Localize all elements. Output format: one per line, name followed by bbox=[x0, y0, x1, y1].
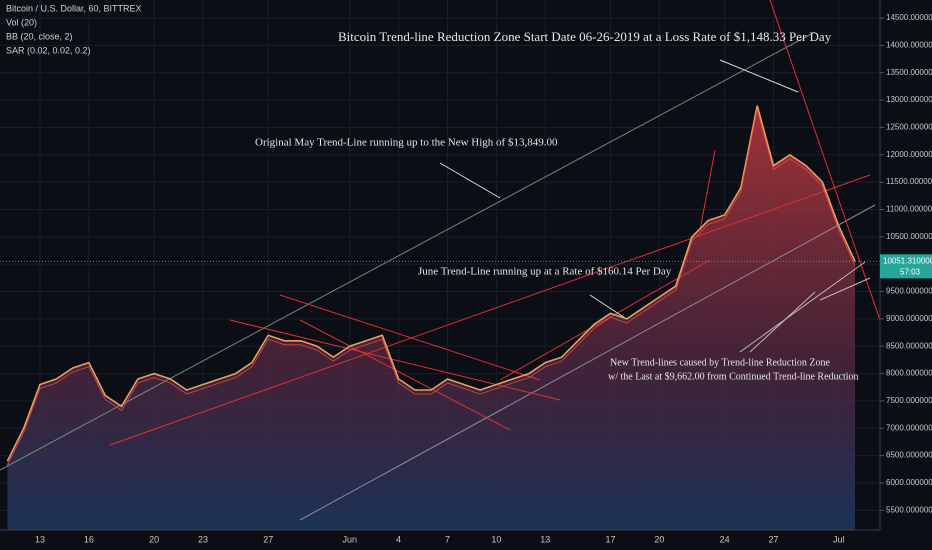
trend-line bbox=[0, 31, 816, 471]
y-tick-label: 7000.00000000 bbox=[886, 423, 932, 432]
y-tick-label: 13500.00000000 bbox=[886, 68, 932, 77]
x-tick-label: 16 bbox=[84, 534, 94, 544]
x-tick-label: 23 bbox=[198, 534, 208, 544]
annotation: New Trend-lines caused by Trend-line Red… bbox=[610, 357, 831, 368]
price-area bbox=[7, 105, 855, 530]
trend-line bbox=[279, 294, 541, 381]
y-tick-label: 10500.00000000 bbox=[886, 232, 932, 241]
y-tick-label: 14000.00000000 bbox=[886, 41, 932, 50]
indicator-legend: Vol (20) bbox=[6, 17, 37, 27]
y-tick-label: 8000.00000000 bbox=[886, 369, 932, 378]
arrow bbox=[819, 277, 871, 301]
indicator-legend: SAR (0.02, 0.02, 0.2) bbox=[6, 45, 91, 55]
arrow bbox=[739, 261, 866, 353]
symbol-legend: Bitcoin / U.S. Dollar, 60, BITTREX bbox=[6, 3, 142, 13]
y-tick-label: 6500.00000000 bbox=[886, 451, 932, 460]
y-tick-label: 9500.00000000 bbox=[886, 287, 932, 296]
annotation: Bitcoin Trend-line Reduction Zone Start … bbox=[338, 29, 832, 44]
y-tick-label: 13000.00000000 bbox=[886, 95, 932, 104]
price-line-shadow bbox=[7, 109, 856, 466]
y-tick-label: 12000.00000000 bbox=[886, 150, 932, 159]
y-tick-label: 12500.00000000 bbox=[886, 123, 932, 132]
x-tick-label: 10 bbox=[491, 534, 501, 544]
price-plot bbox=[0, 105, 880, 466]
y-tick-label: 8500.00000000 bbox=[886, 341, 932, 350]
price-area bbox=[7, 105, 855, 530]
x-tick-label: 24 bbox=[720, 534, 730, 544]
x-tick-label: 4 bbox=[396, 534, 401, 544]
price-line bbox=[6, 105, 856, 462]
x-tick-label: 7 bbox=[445, 534, 450, 544]
trend-line bbox=[299, 204, 876, 521]
x-tick-label: Jun bbox=[342, 534, 357, 544]
trend-line bbox=[229, 319, 561, 401]
x-tick-label: 27 bbox=[768, 534, 778, 544]
trend-lines bbox=[0, 0, 881, 521]
x-tick-label: 17 bbox=[605, 534, 615, 544]
arrow bbox=[439, 162, 501, 199]
current-price-label: 10051.31000000 bbox=[883, 256, 932, 265]
x-tick-label: 20 bbox=[654, 534, 664, 544]
x-tick-label: 13 bbox=[540, 534, 550, 544]
axes: 5500.00000000 6000.00000000 6500.00000000 7… bbox=[35, 13, 932, 544]
trend-line bbox=[499, 259, 711, 381]
arrow bbox=[589, 294, 626, 319]
x-tick-label: 27 bbox=[263, 534, 273, 544]
trend-line bbox=[699, 149, 716, 231]
annotation: June Trend-Line running up at a Rate of … bbox=[418, 266, 672, 278]
y-tick-label: 14500.00000000 bbox=[886, 13, 932, 22]
y-tick-label: 7500.00000000 bbox=[886, 396, 932, 405]
y-tick-label: 9000.00000000 bbox=[886, 314, 932, 323]
y-tick-label: 11500.00000000 bbox=[886, 177, 932, 186]
x-tick-label: 20 bbox=[149, 534, 159, 544]
y-tick-label: 11000.00000000 bbox=[886, 205, 932, 214]
annotation: w/ the Last at $9,662.00 from Continued … bbox=[608, 371, 859, 382]
arrow bbox=[749, 291, 816, 353]
indicator-legend: BB (20, close, 2) bbox=[6, 31, 73, 41]
countdown: 57:03 bbox=[900, 267, 921, 276]
arrow bbox=[719, 59, 799, 93]
trend-line bbox=[769, 0, 881, 321]
current-price-tag bbox=[880, 254, 932, 279]
x-tick-label: 13 bbox=[35, 534, 45, 544]
annotation: Original May Trend-Line running up to th… bbox=[255, 137, 558, 149]
y-tick-label: 5500.00000000 bbox=[886, 505, 932, 514]
trend-line bbox=[109, 174, 871, 446]
x-tick-label: Jul bbox=[833, 534, 845, 544]
trend-line bbox=[299, 319, 511, 431]
y-tick-label: 6000.00000000 bbox=[886, 478, 932, 487]
